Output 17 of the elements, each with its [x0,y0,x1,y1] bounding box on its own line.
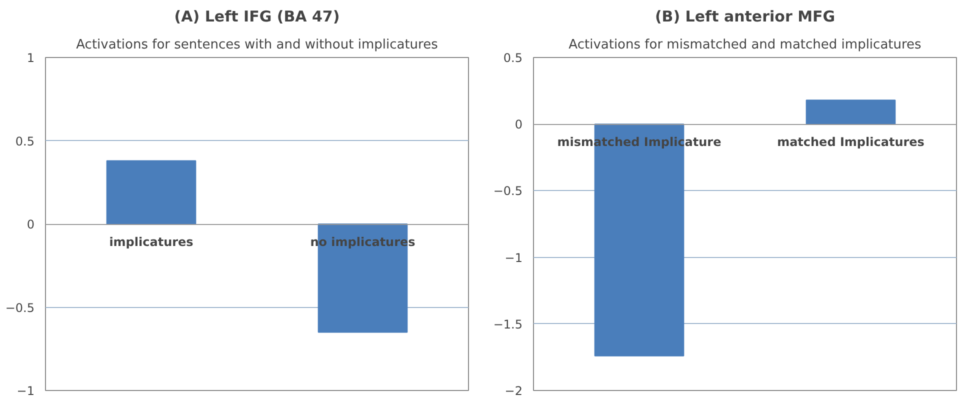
x-tick-label: implicatures [109,235,194,249]
y-tick-label: −1.5 [493,317,522,332]
y-tick-label: 0 [514,118,523,132]
y-tick-label: −1 [16,384,35,398]
y-tick-label: 1 [26,51,35,65]
x-tick-label: matched Implicatures [777,135,924,150]
y-tick-label: 0 [26,218,35,232]
y-tick-label: −0.5 [493,184,522,198]
y-tick-label: −0.5 [5,300,34,315]
chart-subtitle: Activations for sentences with and without implicatures [76,38,438,52]
chart-title: (B) Left anterior MFG [654,8,836,26]
chart-title: (A) Left IFG (BA 47) [174,8,340,26]
y-tick-label: 0.5 [15,134,35,148]
chart-subtitle: Activations for mismatched and matched implicatures [568,38,922,52]
y-tick-label: −2 [504,384,523,398]
y-tick-label: 0.5 [503,51,523,65]
y-tick-label: −1 [504,250,523,265]
